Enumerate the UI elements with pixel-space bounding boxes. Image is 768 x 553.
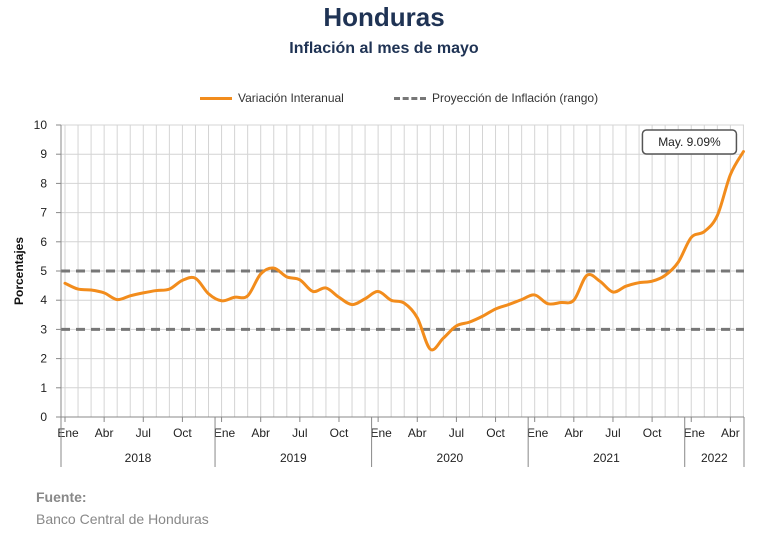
y-tick-label: 4: [40, 293, 47, 307]
legend-item-series: Variación Interanual: [200, 91, 344, 105]
legend-label-range: Proyección de Inflación (rango): [432, 91, 599, 105]
legend-item-range: Proyección de Inflación (rango): [394, 91, 598, 105]
y-tick-label: 7: [40, 206, 47, 220]
y-axis-label: Porcentajes: [12, 237, 26, 305]
x-tick-label: Ene: [684, 426, 706, 440]
x-tick-label: Jul: [605, 426, 620, 440]
y-tick-label: 0: [40, 410, 47, 424]
gridlines: [61, 124, 744, 418]
y-tick-label: 3: [40, 322, 47, 336]
x-tick-label: Ene: [527, 426, 549, 440]
x-tick-label: Ene: [57, 426, 79, 440]
x-tick-label: Abr: [721, 426, 740, 440]
annotation-layer: May. 9.09%: [641, 129, 738, 155]
x-tick-label: Oct: [486, 426, 505, 440]
range-lines: [61, 269, 744, 331]
x-tick-label: Oct: [173, 426, 192, 440]
legend-swatch-series: [200, 96, 232, 100]
x-tick-label: Ene: [370, 426, 392, 440]
source-label: Fuente:: [36, 489, 87, 505]
year-label: 2019: [280, 451, 307, 465]
chart-subtitle: Inflación al mes de mayo: [289, 40, 479, 57]
y-tick-label: 6: [40, 235, 47, 249]
axes: 0 1 2 3 4 5 6 7 8 9 10 Ene Abr Jul Oct Ene Abr Jul Oct Ene A…: [34, 118, 745, 467]
x-tick-label: Jul: [136, 426, 151, 440]
x-tick-label: Abr: [408, 426, 427, 440]
y-tick-label: 8: [40, 176, 47, 190]
y-tick-label: 5: [40, 264, 47, 278]
x-tick-label: Abr: [251, 426, 270, 440]
year-label: 2022: [701, 451, 728, 465]
x-tick-label: Abr: [564, 426, 583, 440]
y-tick-label: 1: [40, 381, 47, 395]
y-tick-label: 2: [40, 352, 47, 366]
y-tick-label: 9: [40, 147, 47, 161]
x-tick-label: Ene: [214, 426, 236, 440]
chart-legend: Variación Interanual Proyección de Infla…: [200, 91, 680, 109]
year-label: 2018: [125, 451, 152, 465]
annotation-label: May. 9.09%: [658, 135, 721, 149]
chart-title: Honduras: [323, 2, 445, 32]
series-layer: [63, 150, 745, 352]
legend-label-series: Variación Interanual: [238, 91, 344, 105]
annotation-box: [641, 129, 738, 155]
legend-swatch-range: [394, 96, 426, 100]
source-text: Banco Central de Honduras: [36, 511, 209, 527]
year-label: 2020: [437, 451, 464, 465]
y-tick-label: 10: [34, 118, 48, 132]
year-label: 2021: [593, 451, 620, 465]
series-line-variacion-interanual: [63, 150, 745, 352]
x-tick-label: Jul: [292, 426, 307, 440]
x-tick-label: Oct: [643, 426, 662, 440]
x-tick-label: Abr: [95, 426, 114, 440]
x-tick-label: Jul: [449, 426, 464, 440]
x-tick-label: Oct: [330, 426, 349, 440]
